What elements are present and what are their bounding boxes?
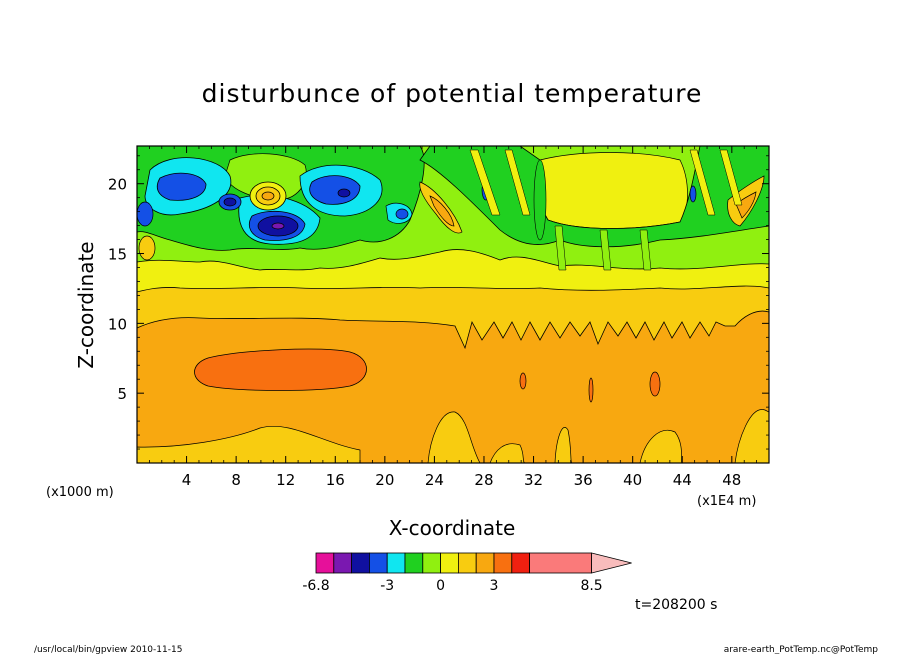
footer-left: /usr/local/bin/gpview 2010-11-15 [34, 645, 182, 654]
time-label: t=208200 s [635, 597, 717, 613]
y-unit-label: (x1000 m) [46, 485, 114, 500]
y-tick-label: 15 [108, 246, 127, 264]
x-tick-label: 48 [722, 471, 741, 489]
colorbar-labels: -6.8 -3 0 3 8.5 [302, 578, 602, 594]
colorbar-label: 8.5 [580, 578, 602, 594]
x-tick-label: 4 [182, 471, 192, 489]
colorbar-label: -3 [380, 578, 394, 594]
x-tick-label: 20 [375, 471, 394, 489]
y-tick-label: 5 [117, 385, 127, 403]
x-tick-label: 40 [623, 471, 642, 489]
colorbar [315, 552, 632, 574]
colorbar-segment [386, 552, 406, 574]
footer-right: arare-earth_PotTemp.nc@PotTemp [724, 645, 879, 654]
colorbar-segment [368, 552, 388, 574]
colorbar-extension-arrow [591, 552, 632, 574]
x-tick-label: 12 [276, 471, 295, 489]
level-fill-blue [156, 172, 207, 201]
colorbar-segment [529, 552, 592, 574]
level-fill-deep-orange [194, 348, 367, 391]
y-axis: 5 10 15 20 [108, 155, 769, 450]
y-tick-label: 20 [108, 176, 127, 194]
colorbar-segment [440, 552, 459, 574]
colorbar-label: 0 [436, 578, 445, 594]
x-tick-label: 16 [326, 471, 345, 489]
chart-title: disturbunce of potential temperature [202, 79, 703, 108]
colorbar-segment [511, 552, 530, 574]
colorbar-segment [333, 552, 352, 574]
y-tick-label: 10 [108, 315, 127, 333]
x-tick-label: 44 [673, 471, 692, 489]
x-axis-label: X-coordinate [389, 516, 516, 540]
colorbar-segment [457, 552, 477, 574]
x-tick-label: 8 [231, 471, 241, 489]
colorbar-segment [315, 552, 335, 574]
colorbar-label: -6.8 [302, 578, 329, 594]
x-tick-label: 24 [425, 471, 444, 489]
x-tick-label: 32 [524, 471, 543, 489]
colorbar-segment [404, 552, 424, 574]
x-tick-label: 28 [474, 471, 493, 489]
colorbar-label: 3 [490, 578, 499, 594]
y-axis-label: Z-coordinate [74, 241, 98, 368]
plot-frame [136, 145, 770, 464]
colorbar-segment [351, 552, 370, 574]
x-tick-label: 36 [574, 471, 593, 489]
colorbar-segment [475, 552, 495, 574]
colorbar-segment [422, 552, 441, 574]
contour-field [137, 146, 769, 463]
x-unit-label: (x1E4 m) [697, 494, 756, 509]
x-axis: 4 8 12 16 20 24 28 32 36 40 44 48 [148, 146, 758, 489]
colorbar-segment [493, 552, 513, 574]
